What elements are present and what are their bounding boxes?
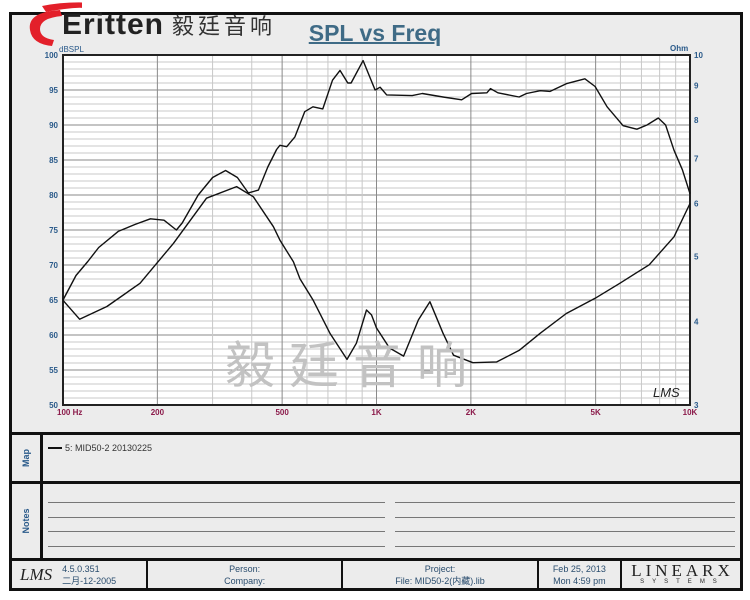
watermark-text: 毅廷音响 xyxy=(225,337,481,395)
y-left-tick-label: 65 xyxy=(49,296,58,305)
y-left-tick-label: 85 xyxy=(49,156,58,165)
y-right-tick-label: 4 xyxy=(694,317,699,326)
legend-swatch xyxy=(48,447,62,449)
systems-text: SYSTEMS xyxy=(640,579,725,585)
x-tick-label: 5K xyxy=(591,408,601,417)
chart-title: SPL vs Freq xyxy=(308,20,442,46)
time-text: Mon 4:59 pm xyxy=(553,575,606,586)
impedance-curve xyxy=(62,185,691,364)
plot-border xyxy=(62,54,691,406)
lms-logo: LMS xyxy=(20,564,53,584)
x-tick-label: 2K xyxy=(466,408,476,417)
footer-project-cell: Project: File: MID50-2(内藏).lib xyxy=(343,561,539,588)
y-right-axis-label: Ohm xyxy=(670,44,688,53)
note-line[interactable] xyxy=(48,531,385,532)
date-text: Feb 25, 2013 xyxy=(552,563,606,574)
notes-side-label: Notes xyxy=(12,484,43,558)
y-left-tick-label: 100 xyxy=(45,51,59,60)
person-label: Person: xyxy=(229,563,261,574)
note-line[interactable] xyxy=(48,546,385,547)
version-text: 4.5.0.351 xyxy=(62,563,100,574)
x-tick-label: 10K xyxy=(683,408,698,417)
x-tick-label: 200 xyxy=(151,408,165,417)
divider xyxy=(9,432,743,435)
file-label: File: MID50-2(内藏).lib xyxy=(395,575,485,586)
logo-e-icon xyxy=(29,2,82,46)
footer: LMS 4.5.0.351 二月-12-2005 Person: Company:… xyxy=(12,561,743,588)
logo-brand-text: Eritten xyxy=(62,8,165,41)
y-right-tick-label: 6 xyxy=(694,199,699,208)
note-line[interactable] xyxy=(395,546,735,547)
x-tick-label: 500 xyxy=(275,408,289,417)
chart-title-wrap: SPL vs Freq xyxy=(0,20,750,47)
build-date-text: 二月-12-2005 xyxy=(62,575,117,586)
y-right-tick-label: 8 xyxy=(694,116,699,125)
y-right-tick-label: 7 xyxy=(694,155,699,164)
note-line[interactable] xyxy=(48,517,385,518)
y-right-tick-label: 10 xyxy=(694,51,703,60)
y-left-tick-label: 50 xyxy=(49,401,58,410)
y-left-tick-label: 90 xyxy=(49,121,58,130)
lms-plot-mark: LMS xyxy=(653,385,680,400)
linearx-logo: LINEARX SYSTEMS xyxy=(622,561,743,588)
brand-logo: Eritten 毅廷音响 xyxy=(22,2,272,48)
y-right-tick-label: 9 xyxy=(694,82,699,91)
map-side-label: Map xyxy=(12,435,43,481)
project-label: Project: xyxy=(424,563,456,574)
footer-version-cell: LMS 4.5.0.351 二月-12-2005 xyxy=(12,561,148,588)
notes-label: Notes xyxy=(21,508,31,534)
footer-date-cell: Feb 25, 2013 Mon 4:59 pm xyxy=(539,561,622,588)
note-line[interactable] xyxy=(395,531,735,532)
divider xyxy=(9,558,743,561)
note-line[interactable] xyxy=(395,517,735,518)
x-tick-label: 1K xyxy=(371,408,381,417)
divider xyxy=(9,481,743,484)
company-label: Company: xyxy=(224,575,266,586)
map-legend: 5: MID50-2 20130225 xyxy=(48,443,152,453)
y-left-tick-label: 80 xyxy=(49,191,58,200)
y-left-tick-label: 75 xyxy=(49,226,58,235)
y-right-tick-label: 5 xyxy=(694,253,699,262)
footer-person-cell: Person: Company: xyxy=(148,561,344,588)
y-left-axis-label: dBSPL xyxy=(59,45,84,54)
legend-entry: 5: MID50-2 20130225 xyxy=(65,443,153,453)
map-label: Map xyxy=(21,449,31,467)
y-right-tick-label: 3 xyxy=(694,401,699,410)
y-left-tick-label: 70 xyxy=(49,261,58,270)
spl-curve xyxy=(62,59,691,301)
y-left-tick-label: 60 xyxy=(49,331,58,340)
y-left-tick-label: 95 xyxy=(49,86,58,95)
y-left-tick-label: 55 xyxy=(49,366,58,375)
note-line[interactable] xyxy=(395,502,735,503)
logo-brand-cn: 毅廷音响 xyxy=(172,15,277,40)
linearx-text: LINEARX xyxy=(631,561,734,580)
note-line[interactable] xyxy=(48,502,385,503)
x-tick-label: 100 Hz xyxy=(57,408,82,417)
